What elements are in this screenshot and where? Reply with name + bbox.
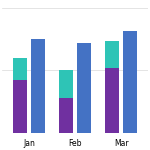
Bar — [77, 43, 91, 133]
Bar — [123, 31, 137, 133]
Bar — [13, 80, 27, 133]
Bar — [105, 41, 119, 68]
Bar — [105, 68, 119, 133]
Bar — [13, 58, 27, 80]
Bar — [59, 70, 73, 98]
Bar — [59, 98, 73, 133]
Bar — [31, 39, 45, 133]
